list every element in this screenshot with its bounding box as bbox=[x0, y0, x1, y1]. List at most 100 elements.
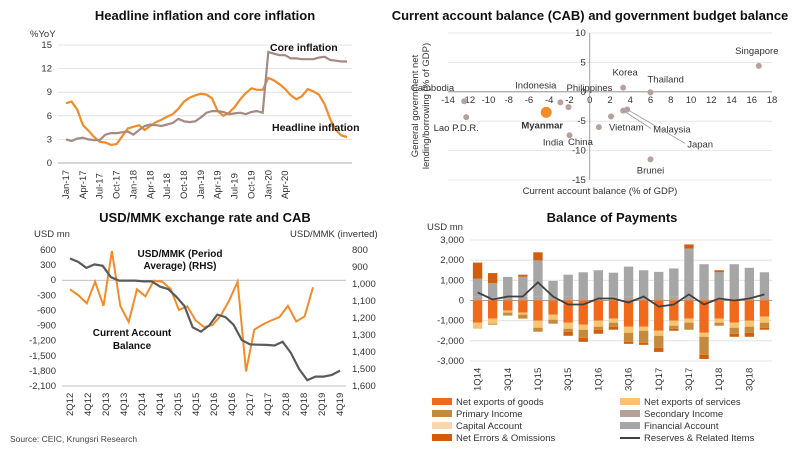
scatter-point bbox=[595, 124, 602, 131]
y-tick-label: -900 bbox=[37, 321, 56, 332]
bar-segment bbox=[548, 300, 558, 315]
usd-mmk-line bbox=[69, 257, 341, 382]
legend-label: Capital Account bbox=[456, 421, 522, 432]
bar-segment bbox=[729, 296, 739, 301]
x-tick-label: Oct-17 bbox=[112, 170, 123, 199]
x-tick-label: -6 bbox=[525, 95, 533, 106]
bar-segment bbox=[578, 296, 588, 301]
y-tick-label: 10 bbox=[575, 28, 586, 39]
bar-segment bbox=[638, 330, 649, 343]
legend-swatch bbox=[432, 398, 452, 405]
reserves-line bbox=[477, 281, 765, 308]
x-tick-label: Jan-20 bbox=[263, 170, 274, 199]
bar-segment bbox=[684, 300, 694, 319]
x-tick-label: Oct-18 bbox=[179, 170, 190, 199]
bar-segment bbox=[563, 331, 573, 336]
x-tick-label: 12 bbox=[706, 95, 717, 106]
bar-segment bbox=[714, 322, 724, 326]
bar-segment bbox=[654, 347, 664, 352]
x-tick-label: 2Q14 bbox=[137, 393, 148, 416]
bar-segment bbox=[623, 341, 634, 344]
y-tick-label: -600 bbox=[37, 305, 56, 316]
bar-segment bbox=[654, 296, 664, 301]
bar-segment bbox=[487, 318, 498, 324]
bar-segment bbox=[472, 278, 483, 297]
x-tick-label: -14 bbox=[441, 95, 455, 106]
bar-segment bbox=[472, 262, 483, 279]
x-tick-label: -12 bbox=[461, 95, 475, 106]
x-tick-label: 1Q14 bbox=[473, 368, 484, 391]
y-tick-label: 3,000 bbox=[440, 235, 464, 246]
y-right-tick-label: 1,600 bbox=[352, 381, 376, 392]
bar-segment bbox=[623, 332, 634, 342]
bar-segment bbox=[503, 297, 513, 301]
x-tick-label: 2Q18 bbox=[281, 393, 292, 416]
x-tick-label: 18 bbox=[767, 95, 778, 106]
y-right-tick-label: 1,300 bbox=[352, 330, 376, 341]
x-tick-label: 1Q16 bbox=[593, 368, 604, 391]
legend-label: Net exports of services bbox=[644, 397, 741, 408]
bar-segment bbox=[518, 312, 528, 315]
bar-segment bbox=[699, 332, 709, 337]
x-tick-label: -10 bbox=[482, 95, 496, 106]
bar-segment bbox=[669, 325, 679, 329]
bar-segment bbox=[623, 266, 634, 297]
x-axis-label: Current account balance (% of GDP) bbox=[523, 186, 678, 197]
bar-segment bbox=[714, 300, 724, 319]
bar-segment bbox=[608, 272, 619, 297]
headline-inflation-label: Headline inflation bbox=[272, 122, 360, 134]
x-tick-label: -2 bbox=[565, 95, 573, 106]
point-label: Vietnam bbox=[609, 122, 644, 133]
x-tick-label: 4Q15 bbox=[191, 393, 202, 416]
bar-segment bbox=[744, 300, 755, 321]
scatter-point bbox=[620, 84, 627, 91]
point-label: Philippines bbox=[566, 83, 612, 94]
chart-title: USD/MMK exchange rate and CAB bbox=[99, 210, 311, 225]
x-tick-label: 1Q18 bbox=[714, 368, 725, 391]
bar-segment bbox=[503, 276, 513, 298]
bar-segment bbox=[759, 316, 770, 323]
bar-segment bbox=[684, 318, 694, 323]
bar-segment bbox=[548, 314, 558, 320]
x-tick-label: 4Q17 bbox=[263, 393, 274, 416]
bar-segment bbox=[472, 300, 483, 323]
bar-segment bbox=[714, 318, 724, 323]
bar-segment bbox=[578, 329, 588, 338]
scatter-point bbox=[461, 98, 468, 105]
bar-segment bbox=[548, 319, 558, 324]
bar-segment bbox=[654, 330, 664, 336]
headline-inflation-line bbox=[65, 76, 348, 147]
x-tick-label: 3Q18 bbox=[744, 368, 755, 391]
bar-segment bbox=[578, 272, 588, 297]
bar-segment bbox=[593, 329, 604, 334]
x-tick-label: Jul-17 bbox=[95, 173, 106, 199]
y-axis-label: General government netlending/borrowing … bbox=[410, 43, 432, 169]
x-tick-label: Jan-18 bbox=[128, 170, 139, 199]
y-tick-label: 0 bbox=[459, 296, 464, 307]
current-account-label: Current Account Balance bbox=[93, 328, 172, 352]
x-tick-label: Jul-19 bbox=[230, 173, 241, 199]
bar-segment bbox=[684, 248, 694, 297]
bar-segment bbox=[608, 322, 619, 327]
bar-segment bbox=[623, 300, 634, 327]
point-label: Korea bbox=[612, 68, 638, 79]
bar-segment bbox=[518, 276, 528, 297]
current-account-label-line: Balance bbox=[113, 341, 152, 352]
x-tick-label: 4Q19 bbox=[335, 393, 346, 416]
bar-segment bbox=[638, 270, 649, 297]
bar-segment bbox=[744, 320, 755, 327]
bar-segment bbox=[699, 300, 709, 333]
bar-segment bbox=[699, 296, 709, 301]
y-axis-unit: %YoY bbox=[30, 29, 56, 40]
bar-segment bbox=[638, 326, 649, 331]
bar-segment bbox=[563, 328, 573, 332]
y-right-tick-label: 1,200 bbox=[352, 313, 376, 324]
bar-segment bbox=[533, 300, 543, 321]
x-tick-label: 4Q13 bbox=[119, 393, 130, 416]
scatter-point bbox=[647, 156, 654, 163]
bar-segment bbox=[518, 274, 528, 277]
x-tick-label: 4Q12 bbox=[83, 393, 94, 416]
bar-segment bbox=[593, 270, 604, 297]
y-tick-label: 0 bbox=[47, 158, 52, 169]
